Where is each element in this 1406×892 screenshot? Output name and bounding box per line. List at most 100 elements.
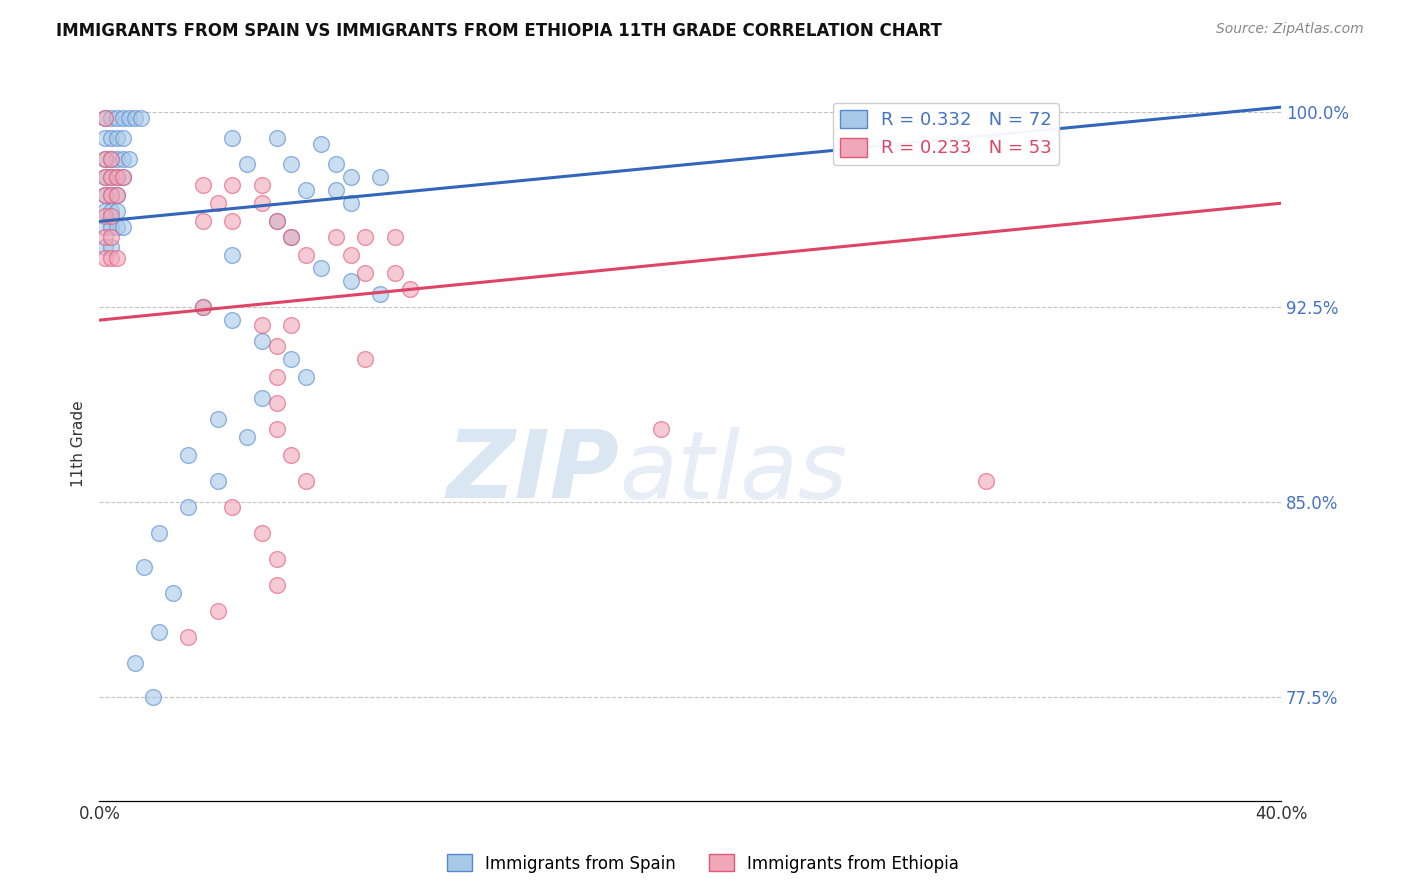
Point [112, 111, 135, 125]
Point [339, 248, 361, 262]
Point [398, 282, 420, 296]
Point [250, 391, 273, 405]
Point [266, 578, 288, 592]
Point [105, 251, 128, 265]
Point [207, 604, 229, 618]
Point [105, 219, 128, 234]
Point [221, 313, 243, 327]
Point [105, 188, 128, 202]
Point [221, 178, 243, 192]
Point [100, 170, 122, 185]
Point [94, 209, 117, 223]
Point [191, 178, 214, 192]
Point [177, 448, 200, 462]
Point [105, 111, 128, 125]
Point [221, 248, 243, 262]
Point [339, 274, 361, 288]
Point [384, 230, 406, 244]
Point [250, 196, 273, 211]
Point [105, 188, 128, 202]
Point [384, 266, 406, 280]
Point [94, 152, 117, 166]
Text: atlas: atlas [619, 426, 848, 517]
Point [207, 412, 229, 426]
Point [177, 500, 200, 515]
Point [191, 300, 214, 314]
Point [309, 136, 332, 151]
Point [94, 251, 117, 265]
Point [280, 157, 302, 171]
Point [236, 157, 259, 171]
Point [325, 230, 347, 244]
Point [94, 152, 117, 166]
Point [124, 111, 146, 125]
Point [207, 196, 229, 211]
Point [354, 230, 377, 244]
Text: ZIP: ZIP [447, 426, 619, 518]
Point [148, 526, 170, 541]
Point [112, 219, 135, 234]
Point [94, 170, 117, 185]
Legend: Immigrants from Spain, Immigrants from Ethiopia: Immigrants from Spain, Immigrants from E… [440, 847, 966, 880]
Point [295, 183, 318, 197]
Point [221, 500, 243, 515]
Point [325, 183, 347, 197]
Point [162, 586, 184, 600]
Point [112, 170, 135, 185]
Point [94, 240, 117, 254]
Point [191, 300, 214, 314]
Point [339, 170, 361, 185]
Point [105, 131, 128, 145]
Point [112, 170, 135, 185]
Point [650, 422, 672, 436]
Point [207, 474, 229, 488]
Point [132, 559, 155, 574]
Point [295, 474, 318, 488]
Point [368, 170, 391, 185]
Point [105, 152, 128, 166]
Point [94, 170, 117, 185]
Point [177, 630, 200, 644]
Point [266, 396, 288, 410]
Point [100, 131, 122, 145]
Point [105, 170, 128, 185]
Text: Source: ZipAtlas.com: Source: ZipAtlas.com [1216, 22, 1364, 37]
Point [118, 111, 141, 125]
Point [100, 209, 122, 223]
Point [266, 214, 288, 228]
Point [129, 111, 152, 125]
Point [100, 204, 122, 219]
Point [280, 448, 302, 462]
Point [295, 370, 318, 384]
Point [124, 656, 146, 670]
Point [118, 152, 141, 166]
Point [266, 370, 288, 384]
Point [148, 624, 170, 639]
Point [368, 287, 391, 301]
Point [112, 152, 135, 166]
Point [94, 219, 117, 234]
Point [295, 248, 318, 262]
Point [100, 188, 122, 202]
Point [94, 188, 117, 202]
Legend: R = 0.332   N = 72, R = 0.233   N = 53: R = 0.332 N = 72, R = 0.233 N = 53 [832, 103, 1059, 165]
Point [100, 170, 122, 185]
Point [94, 230, 117, 244]
Point [94, 204, 117, 219]
Point [221, 214, 243, 228]
Point [100, 230, 122, 244]
Point [94, 111, 117, 125]
Point [94, 131, 117, 145]
Y-axis label: 11th Grade: 11th Grade [72, 401, 86, 487]
Point [250, 526, 273, 541]
Point [100, 152, 122, 166]
Point [266, 214, 288, 228]
Point [100, 219, 122, 234]
Text: IMMIGRANTS FROM SPAIN VS IMMIGRANTS FROM ETHIOPIA 11TH GRADE CORRELATION CHART: IMMIGRANTS FROM SPAIN VS IMMIGRANTS FROM… [56, 22, 942, 40]
Point [339, 196, 361, 211]
Point [100, 152, 122, 166]
Point [266, 552, 288, 566]
Point [280, 230, 302, 244]
Point [974, 474, 997, 488]
Point [105, 170, 128, 185]
